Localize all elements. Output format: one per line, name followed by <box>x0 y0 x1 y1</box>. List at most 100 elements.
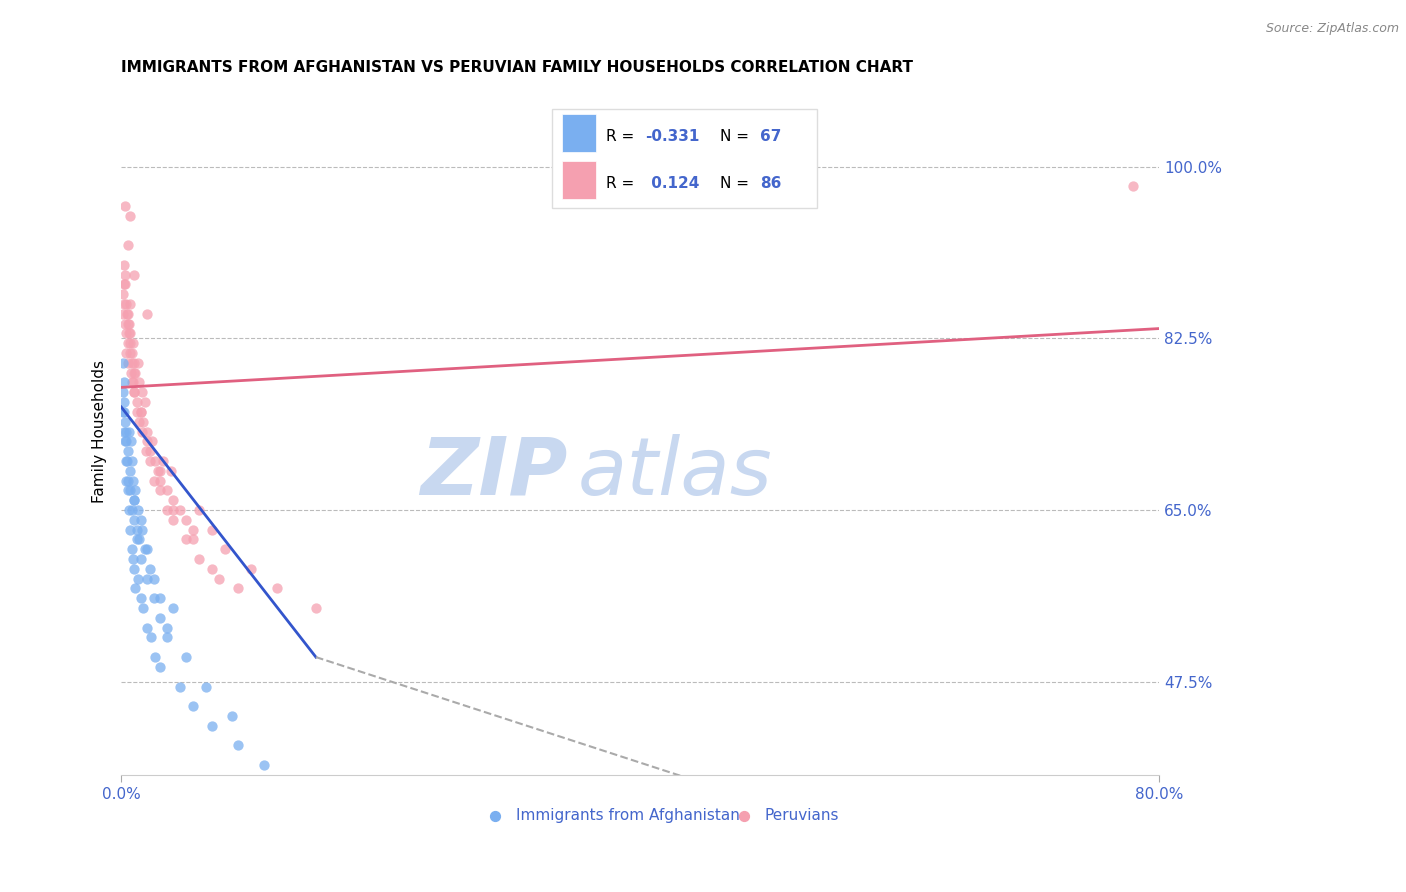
Point <box>114 434 136 449</box>
Point <box>128 533 150 547</box>
Point <box>143 454 166 468</box>
Point <box>118 503 141 517</box>
Point <box>122 385 145 400</box>
Point <box>156 483 179 498</box>
Point <box>114 425 136 439</box>
Bar <box>562 161 596 199</box>
Point <box>181 699 204 714</box>
Point <box>114 454 136 468</box>
Point <box>117 444 139 458</box>
Point <box>188 552 211 566</box>
Point <box>156 503 179 517</box>
Point <box>131 425 153 439</box>
Point <box>214 542 236 557</box>
Point <box>129 552 152 566</box>
Point <box>122 336 145 351</box>
Point <box>207 572 229 586</box>
Point <box>132 415 155 429</box>
Bar <box>562 114 596 152</box>
Point <box>125 405 148 419</box>
Point <box>142 572 165 586</box>
Point <box>128 376 150 390</box>
Point <box>201 562 224 576</box>
Point <box>201 719 224 733</box>
Point <box>111 356 134 370</box>
Point <box>122 366 145 380</box>
Point <box>120 483 142 498</box>
Point <box>134 542 156 557</box>
Point <box>156 621 179 635</box>
Point <box>122 474 145 488</box>
Text: Source: ZipAtlas.com: Source: ZipAtlas.com <box>1265 22 1399 36</box>
Point <box>149 474 172 488</box>
Point <box>127 356 149 370</box>
Point <box>162 493 184 508</box>
Point <box>174 513 197 527</box>
Point <box>149 464 172 478</box>
Text: Peruvians: Peruvians <box>765 808 839 823</box>
Point <box>118 425 141 439</box>
Point <box>120 346 142 360</box>
Point <box>115 434 138 449</box>
Point <box>139 631 162 645</box>
Point <box>112 405 135 419</box>
Point <box>120 336 142 351</box>
Point <box>131 385 153 400</box>
Point <box>143 650 166 665</box>
Point <box>142 474 165 488</box>
Point <box>121 454 143 468</box>
Point <box>121 376 143 390</box>
Point <box>121 503 143 517</box>
Point <box>118 464 141 478</box>
Point <box>112 405 135 419</box>
Point <box>114 277 136 292</box>
Point <box>181 533 204 547</box>
Point <box>117 483 139 498</box>
Point <box>188 503 211 517</box>
Text: R =: R = <box>606 129 640 145</box>
Point <box>117 474 139 488</box>
Point <box>114 317 136 331</box>
Text: N =: N = <box>720 176 754 191</box>
Point <box>129 405 152 419</box>
Point <box>1122 179 1144 194</box>
Point <box>112 376 135 390</box>
Point <box>117 336 139 351</box>
Point <box>139 562 162 576</box>
Point <box>122 493 145 508</box>
Point <box>121 542 143 557</box>
Point <box>115 454 138 468</box>
Point <box>149 611 172 625</box>
Point <box>266 582 288 596</box>
Point <box>115 297 138 311</box>
Point <box>129 405 152 419</box>
Point <box>117 356 139 370</box>
Point <box>226 739 249 753</box>
Point <box>114 415 136 429</box>
Point <box>139 444 162 458</box>
Point <box>136 434 159 449</box>
Y-axis label: Family Households: Family Households <box>93 360 107 503</box>
Point <box>114 326 136 341</box>
Point <box>174 650 197 665</box>
Point <box>132 601 155 615</box>
Text: Immigrants from Afghanistan: Immigrants from Afghanistan <box>516 808 740 823</box>
Point <box>120 366 142 380</box>
Point <box>120 326 142 341</box>
Point <box>134 395 156 409</box>
Text: atlas: atlas <box>578 434 773 512</box>
Point <box>125 523 148 537</box>
Point <box>114 297 136 311</box>
Text: 67: 67 <box>759 129 782 145</box>
Point <box>117 317 139 331</box>
Point <box>112 277 135 292</box>
Point <box>162 503 184 517</box>
Point <box>124 483 146 498</box>
Point <box>114 425 136 439</box>
Point <box>122 376 145 390</box>
FancyBboxPatch shape <box>553 109 817 209</box>
Point <box>112 258 135 272</box>
Point <box>117 238 139 252</box>
Point <box>125 395 148 409</box>
Point <box>135 444 157 458</box>
